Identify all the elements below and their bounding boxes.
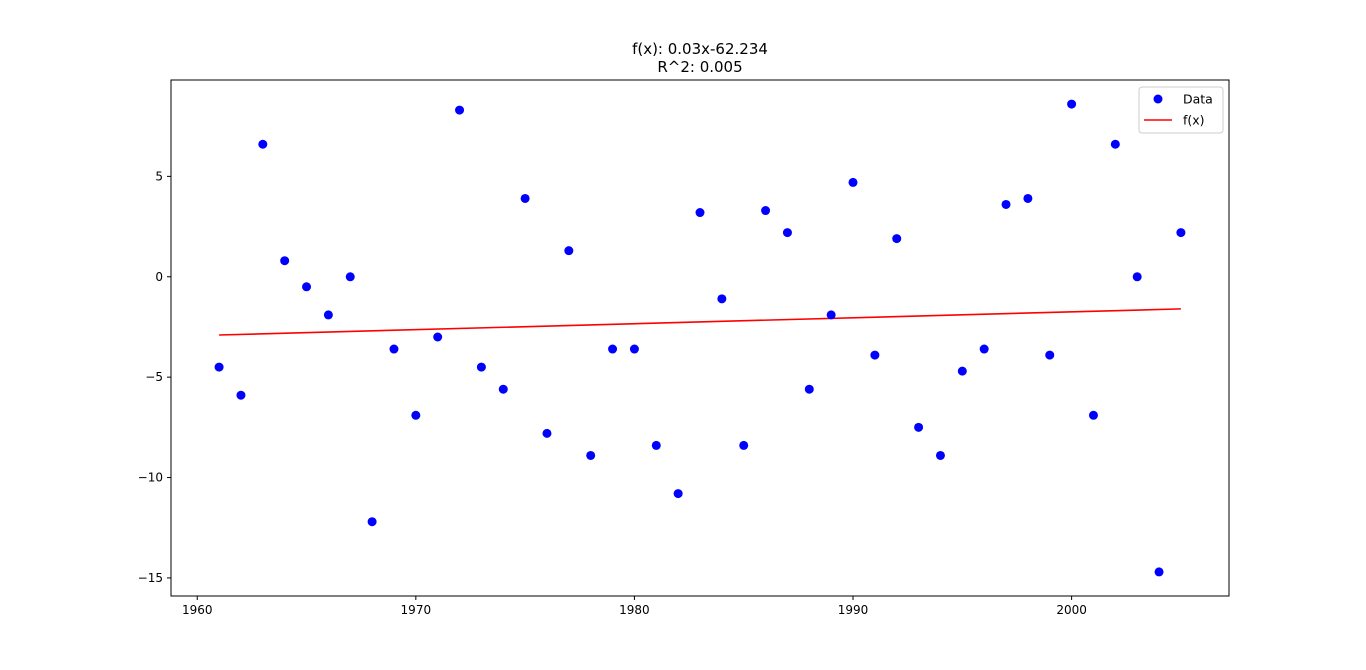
legend-label: Data — [1183, 92, 1213, 107]
axes-frame — [170, 79, 1230, 597]
data-point — [1067, 99, 1077, 109]
data-point — [367, 517, 377, 527]
data-point — [280, 256, 290, 266]
data-point — [542, 428, 552, 438]
data-point — [892, 234, 902, 244]
plot-area — [170, 79, 1230, 597]
y-tick-label: 5 — [155, 169, 163, 183]
data-point — [848, 177, 858, 187]
fit-line — [219, 308, 1181, 336]
data-point — [411, 410, 421, 420]
data-point — [1088, 410, 1098, 420]
data-point — [782, 228, 792, 238]
data-point — [236, 390, 246, 400]
y-axis: 5 0 −5 −10 −15 — [138, 169, 171, 585]
series-layer — [214, 99, 1186, 577]
data-point — [476, 362, 486, 372]
data-point — [1154, 567, 1164, 577]
legend-label: f(x) — [1183, 113, 1205, 128]
x-tick-label: 1990 — [838, 603, 869, 617]
x-tick-label: 1970 — [401, 603, 432, 617]
data-point — [564, 246, 574, 256]
data-point — [629, 344, 639, 354]
data-point — [804, 384, 814, 394]
x-tick-label: 1980 — [619, 603, 650, 617]
data-point — [455, 105, 465, 115]
y-tick-label: −15 — [138, 571, 163, 585]
data-point — [608, 344, 618, 354]
data-point — [673, 489, 683, 499]
chart-title-line1: f(x): 0.03x-62.234 — [632, 40, 768, 58]
data-point — [935, 450, 945, 460]
data-point — [651, 440, 661, 450]
data-point — [214, 362, 224, 372]
data-point — [1132, 272, 1142, 282]
data-point — [826, 310, 836, 320]
y-tick-label: −5 — [145, 370, 163, 384]
data-point — [389, 344, 399, 354]
x-tick-label: 2000 — [1056, 603, 1087, 617]
data-point — [433, 332, 443, 342]
data-point — [258, 139, 268, 149]
data-point — [761, 206, 771, 216]
data-point — [1176, 228, 1186, 238]
legend-marker-data — [1153, 94, 1163, 104]
data-point — [717, 294, 727, 304]
data-point — [979, 344, 989, 354]
data-point — [1045, 350, 1055, 360]
data-point — [957, 366, 967, 376]
data-point — [1023, 193, 1033, 203]
y-tick-label: 0 — [155, 270, 163, 284]
y-tick-label: −10 — [138, 471, 163, 485]
data-point — [323, 310, 333, 320]
data-point — [302, 282, 312, 292]
data-point — [586, 450, 596, 460]
data-point — [345, 272, 355, 282]
data-point — [520, 193, 530, 203]
x-tick-label: 1960 — [182, 603, 213, 617]
chart-title-line2: R^2: 0.005 — [657, 58, 742, 76]
data-point — [498, 384, 508, 394]
data-point — [914, 422, 924, 432]
x-axis: 1960 1970 1980 1990 2000 — [182, 596, 1087, 617]
data-point — [870, 350, 880, 360]
data-point — [739, 440, 749, 450]
data-point — [1110, 139, 1120, 149]
data-point — [695, 208, 705, 218]
data-point — [1001, 199, 1011, 209]
legend: Data f(x) — [1138, 86, 1224, 134]
